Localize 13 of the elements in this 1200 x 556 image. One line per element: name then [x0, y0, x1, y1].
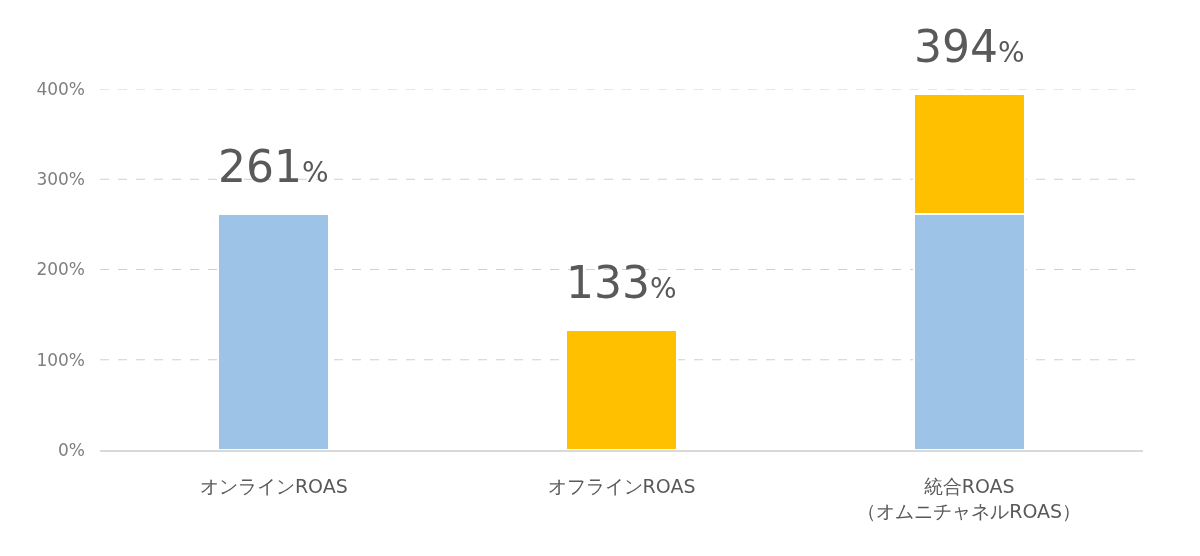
y-tick-label: 300% [36, 169, 85, 190]
bar [564, 328, 679, 450]
y-tick-label: 200% [36, 259, 85, 280]
y-tick-label: 0% [58, 439, 85, 460]
x-tick-label: 統合ROAS （オムニチャネルROAS） [857, 474, 1082, 522]
total-label: 133% [566, 257, 677, 308]
y-tick-label: 100% [36, 349, 85, 370]
total-label: 261% [218, 141, 329, 192]
bar [217, 213, 331, 450]
x-tick-label: オンラインROAS [199, 474, 348, 497]
total-label: 394% [914, 21, 1025, 72]
x-tick-label: オフラインROAS [547, 474, 696, 497]
y-tick-label: 400% [36, 78, 85, 99]
